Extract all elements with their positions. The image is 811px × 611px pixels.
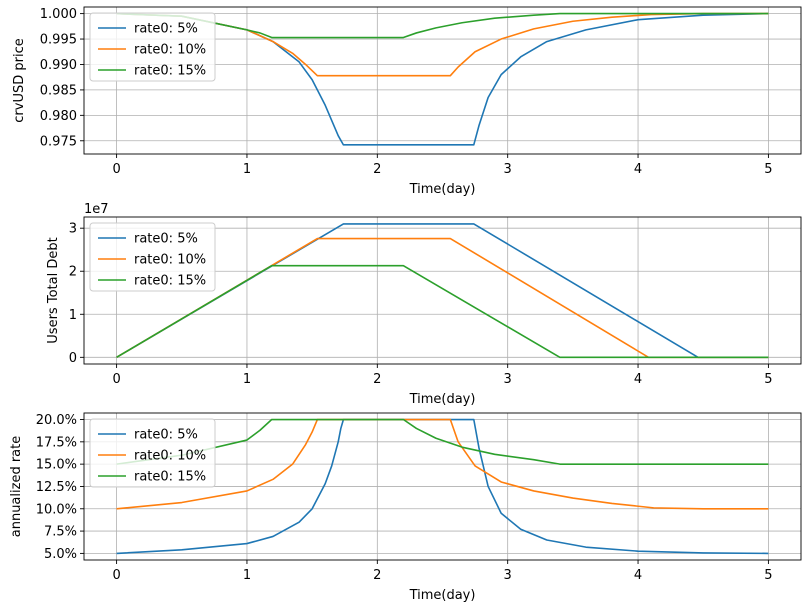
legend-box [89, 12, 216, 82]
subplot-1: 0 1 2 3 4 5 0.975 0.980 0.985 0.990 0.995 1.000 Time… [12, 6, 802, 197]
y-tick-label: 0.995 [40, 33, 77, 48]
y-tick-label: 7.5% [44, 525, 77, 540]
y-tick-label: 0.990 [40, 58, 77, 73]
series-line-3 [116, 418, 769, 465]
subplots: 0 1 2 3 4 5 0.975 0.980 0.985 0.990 0.995 1.000 Time… [9, 6, 802, 603]
x-tick-label: 2 [373, 372, 381, 387]
legend-entry-1: rate0: 5% [134, 22, 198, 37]
legend-entry-3: rate0: 15% [134, 64, 206, 79]
y-tick-label: 12.5% [36, 480, 77, 495]
x-axis-label: Time(day) [409, 392, 476, 407]
x-tick-label: 0 [112, 568, 120, 583]
legend-entry-2: rate0: 10% [134, 253, 206, 268]
x-axis-label: Time(day) [409, 588, 476, 603]
x-tick-label: 1 [243, 372, 251, 387]
x-tick-label: 5 [764, 162, 772, 177]
x-tick-label: 1 [243, 568, 251, 583]
legend: rate0: 5% rate0: 10% rate0: 15% [89, 418, 216, 488]
y-tick-label: 20.0% [36, 413, 77, 428]
x-tick-label: 4 [634, 568, 642, 583]
legend-entry-3: rate0: 15% [134, 274, 206, 289]
axes-frame [83, 216, 802, 365]
x-tick-label: 3 [504, 372, 512, 387]
y-axis-label: Users Total Debt [46, 237, 61, 343]
x-tick-label: 2 [373, 162, 381, 177]
series-lines [116, 223, 769, 359]
subplot-2: 0 1 2 3 4 5 0 1 2 3 Time(day) Users Total Debt 1e7 ra… [46, 202, 802, 407]
y-tick-label: 1 [69, 308, 77, 323]
y-tick-label: 1.000 [40, 7, 77, 22]
x-tick-label: 3 [504, 568, 512, 583]
x-tick-label: 0 [112, 372, 120, 387]
legend-entry-2: rate0: 10% [134, 43, 206, 58]
y-axis-label: annualized rate [9, 436, 24, 538]
y-offset-label: 1e7 [84, 202, 109, 217]
series-line-3 [116, 12, 769, 39]
x-tick-label: 3 [504, 162, 512, 177]
legend-entry-1: rate0: 5% [134, 232, 198, 247]
legend-entry-1: rate0: 5% [134, 428, 198, 443]
legend: rate0: 5% rate0: 10% rate0: 15% [89, 222, 216, 292]
series-line-1 [116, 12, 769, 146]
x-tick-label: 2 [373, 568, 381, 583]
x-tick-label: 4 [634, 372, 642, 387]
y-tick-label: 0.985 [40, 83, 77, 98]
y-tick-label: 0.975 [40, 134, 77, 149]
x-axis-label: Time(day) [409, 182, 476, 197]
y-tick-label: 10.0% [36, 502, 77, 517]
y-tick-label: 0 [69, 351, 77, 366]
y-tick-label: 15.0% [36, 458, 77, 473]
series-lines [116, 12, 769, 146]
series-lines [116, 418, 769, 555]
x-tick-label: 1 [243, 162, 251, 177]
y-axis-label: crvUSD price [12, 38, 27, 122]
y-tick-label: 5.0% [44, 547, 77, 562]
y-tick-label: 0.980 [40, 109, 77, 124]
series-line-2 [116, 418, 769, 510]
y-tick-label: 2 [69, 265, 77, 280]
x-tick-label: 4 [634, 162, 642, 177]
axes-frame [83, 6, 802, 155]
x-tick-label: 0 [112, 162, 120, 177]
legend-box [89, 418, 216, 488]
series-line-2 [116, 12, 769, 77]
series-line-3 [116, 264, 769, 359]
subplot-3: 0 1 2 3 4 5 5.0% 7.5% 10.0% 12.5% 15.0% 17.5% 20.0% T… [9, 412, 802, 603]
legend-box [89, 222, 216, 292]
x-tick-label: 5 [764, 372, 772, 387]
legend-entry-3: rate0: 15% [134, 470, 206, 485]
y-tick-label: 17.5% [36, 435, 77, 450]
legend: rate0: 5% rate0: 10% rate0: 15% [89, 12, 216, 82]
x-tick-label: 5 [764, 568, 772, 583]
legend-entry-2: rate0: 10% [134, 449, 206, 464]
y-tick-label: 3 [69, 222, 77, 237]
